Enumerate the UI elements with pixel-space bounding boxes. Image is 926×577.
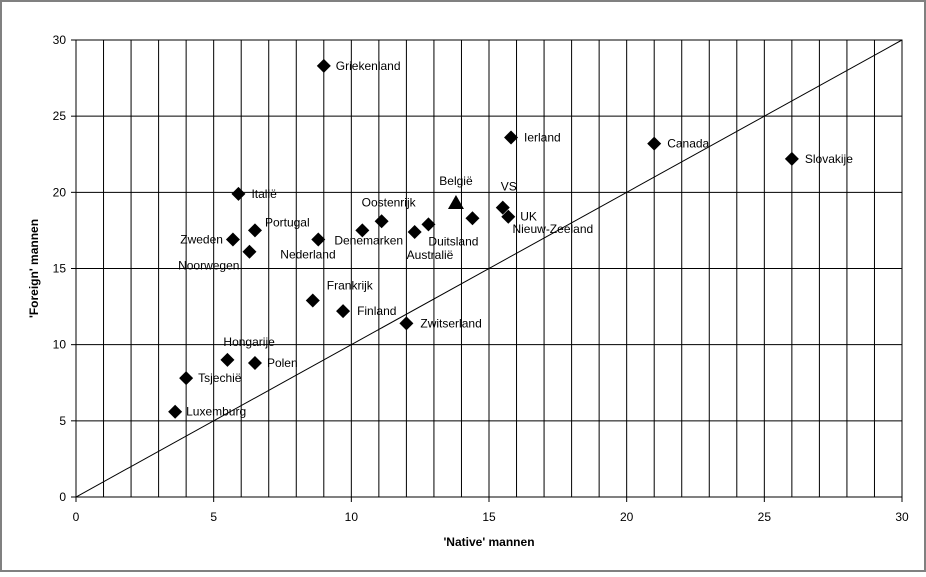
y-tick-label: 25	[53, 109, 67, 123]
point-label-nieuw-zeeland: Nieuw-Zeeland	[512, 222, 593, 236]
point-marker-griekenland	[316, 58, 331, 73]
point-marker-oostenrijk	[374, 214, 389, 229]
point-label-finland: Finland	[357, 304, 396, 318]
point-label-vs: VS	[501, 180, 517, 194]
point-label-nederland: Nederland	[280, 248, 335, 262]
point-marker-duitsland	[421, 217, 436, 232]
point-label-denemarken: Denemarken	[334, 233, 403, 247]
point-marker-noorwegen	[242, 244, 257, 259]
point-label-canada: Canada	[667, 137, 709, 151]
point-marker-ierland	[504, 130, 519, 145]
point-label-zwitserland: Zwitserland	[420, 316, 481, 330]
point-marker-canada	[647, 136, 662, 151]
y-tick-label: 20	[53, 185, 67, 199]
point-marker-tsjechi	[179, 371, 194, 386]
point-marker-australi	[407, 224, 422, 239]
x-tick-label: 25	[758, 510, 772, 524]
point-marker-zweden	[225, 232, 240, 247]
y-tick-label: 5	[59, 414, 66, 428]
point-label-frankrijk: Frankrijk	[327, 278, 374, 292]
point-marker-polen	[247, 355, 262, 370]
point-marker-nieuw-zeeland	[465, 211, 480, 226]
point-label-portugal: Portugal	[265, 215, 310, 229]
point-label-ierland: Ierland	[524, 130, 561, 144]
point-label-uk: UK	[520, 210, 537, 224]
point-marker-zwitserland	[399, 316, 414, 331]
point-label-itali: Italië	[251, 187, 277, 201]
point-marker-slovakije	[784, 151, 799, 166]
y-tick-label: 10	[53, 338, 67, 352]
reference-diagonal-line	[75, 39, 903, 498]
y-tick-label: 0	[59, 490, 66, 504]
point-label-zweden: Zweden	[180, 233, 223, 247]
x-tick-label: 20	[620, 510, 634, 524]
point-label-hongarije: Hongarije	[223, 335, 275, 349]
point-marker-portugal	[247, 223, 262, 238]
point-marker-uk	[501, 209, 516, 224]
point-marker-frankrijk	[305, 293, 320, 308]
point-label-oostenrijk: Oostenrijk	[362, 195, 417, 209]
y-tick-label: 15	[53, 262, 67, 276]
point-label-polen: Polen	[267, 356, 298, 370]
data-points: Griekenland Ierland Canada Slovakije Italië B…	[168, 58, 853, 419]
point-label-griekenland: Griekenland	[336, 59, 401, 73]
point-marker-nederland	[311, 232, 326, 247]
point-marker-luxemburg	[168, 404, 183, 419]
x-tick-label: 15	[482, 510, 496, 524]
x-tick-label: 10	[345, 510, 359, 524]
point-label-australi: Australië	[407, 248, 454, 262]
gridlines	[76, 40, 902, 497]
point-label-slovakije: Slovakije	[805, 152, 853, 166]
point-marker-denemarken	[355, 223, 370, 238]
point-marker-vs	[495, 200, 510, 215]
point-marker-itali	[231, 186, 246, 201]
x-tick-label: 0	[73, 510, 80, 524]
x-tick-label: 30	[895, 510, 909, 524]
point-label-noorwegen: Noorwegen	[178, 259, 239, 273]
x-tick-label: 5	[210, 510, 217, 524]
point-marker-belgi	[447, 194, 464, 209]
axis-ticks: 0 5 10 15 20 25 30 0 5 10 15 20 25 30	[53, 33, 909, 524]
point-label-belgi: België	[439, 174, 473, 188]
point-marker-hongarije	[220, 352, 235, 367]
point-label-duitsland: Duitsland	[428, 234, 478, 248]
y-tick-label: 30	[53, 33, 67, 47]
point-label-tsjechi: Tsjechië	[198, 371, 242, 385]
y-axis-title: 'Foreign' mannen	[27, 219, 41, 318]
point-marker-finland	[336, 304, 351, 319]
point-label-luxemburg: Luxemburg	[186, 405, 246, 419]
x-axis-title: 'Native' mannen	[443, 535, 534, 549]
